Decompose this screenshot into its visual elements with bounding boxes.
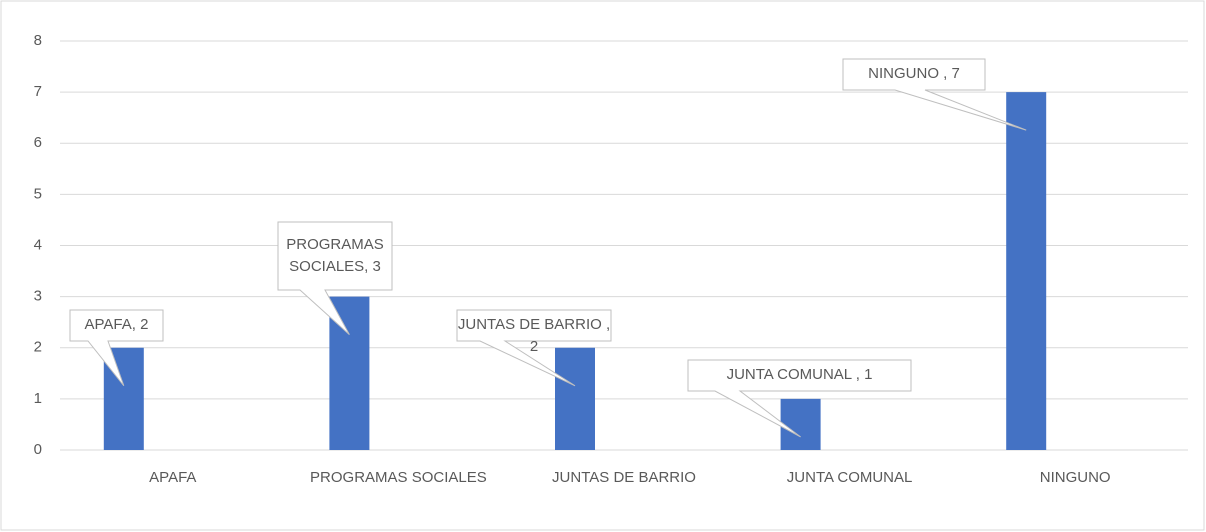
bar xyxy=(555,347,595,450)
x-tick-label: PROGRAMAS SOCIALES xyxy=(310,469,487,486)
bar xyxy=(780,398,821,450)
data-label: NINGUNO , 7 xyxy=(868,65,960,82)
y-tick-label: 6 xyxy=(34,134,42,151)
data-label: JUNTAS DE BARRIO , 2 xyxy=(457,316,611,355)
y-tick-label: 1 xyxy=(34,390,42,407)
data-label-callout xyxy=(277,221,393,335)
data-label-callout xyxy=(842,58,1027,131)
y-tick-label: 3 xyxy=(34,288,42,305)
x-tick-label: APAFA xyxy=(149,469,197,486)
data-label-callout xyxy=(69,309,164,387)
bar xyxy=(1006,92,1047,450)
x-tick-label: JUNTAS DE BARRIO xyxy=(552,469,696,486)
data-label: APAFA, 2 xyxy=(84,316,149,333)
y-tick-label: 7 xyxy=(34,83,42,100)
y-tick-label: 4 xyxy=(34,236,42,253)
y-tick-label: 8 xyxy=(34,32,42,49)
y-tick-label: 0 xyxy=(34,441,42,458)
data-label: JUNTA COMUNAL , 1 xyxy=(726,366,873,383)
data-label-callout xyxy=(687,359,912,438)
x-tick-label: NINGUNO xyxy=(1039,469,1111,486)
y-tick-label: 5 xyxy=(34,185,42,202)
x-tick-label: JUNTA COMUNAL xyxy=(786,469,913,486)
y-tick-label: 2 xyxy=(34,339,42,356)
data-label: PROGRAMAS SOCIALES, 3 xyxy=(286,236,384,275)
data-label-callout xyxy=(456,309,612,387)
